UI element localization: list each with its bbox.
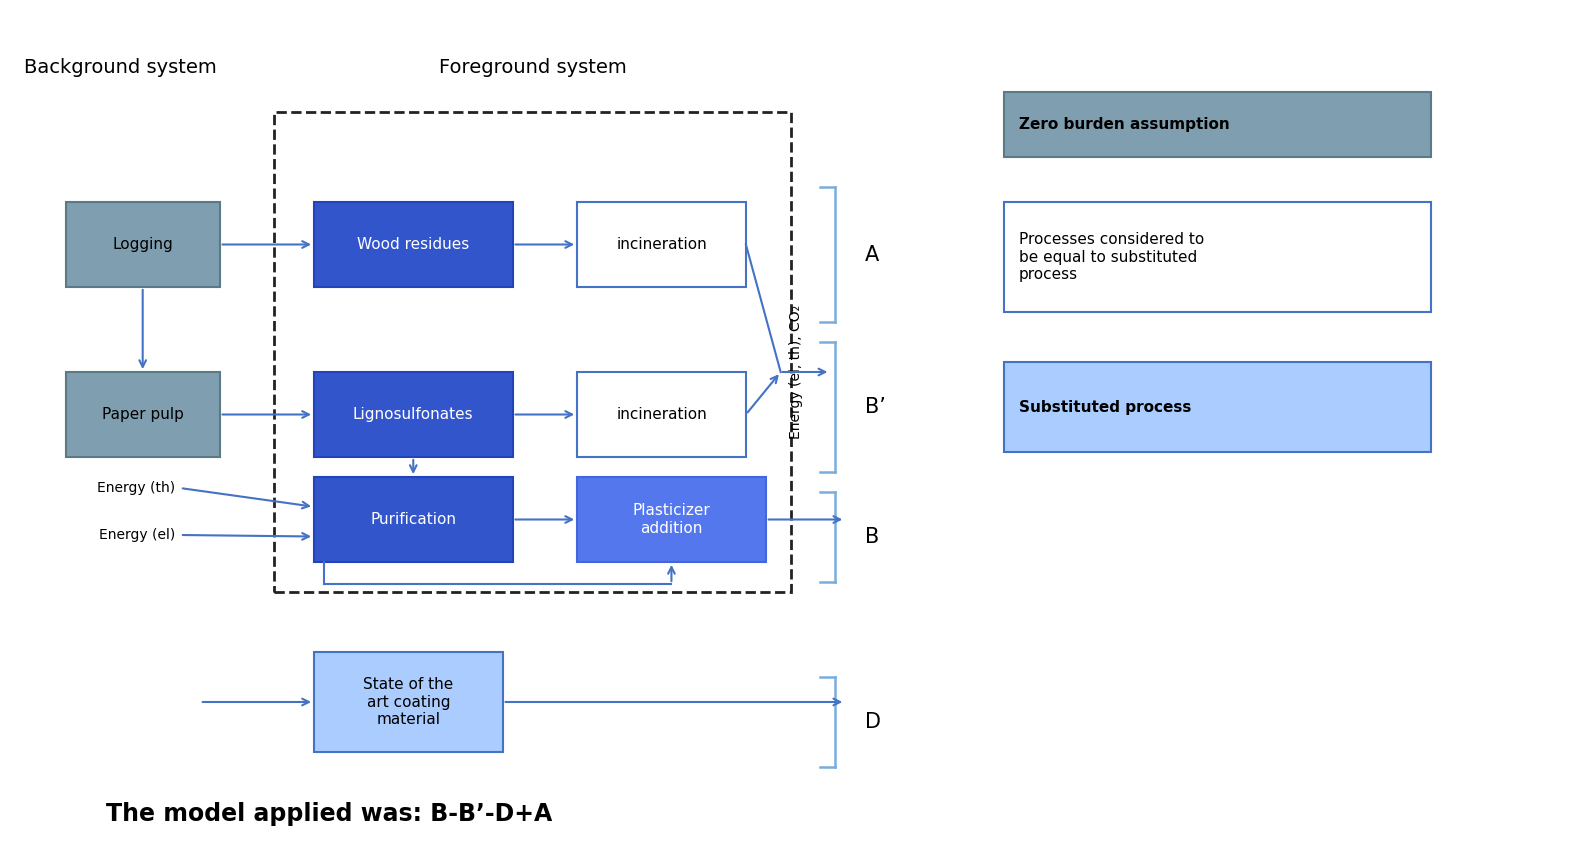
Text: D: D	[865, 712, 881, 732]
FancyBboxPatch shape	[314, 372, 512, 457]
Text: Processes considered to
be equal to substituted
process: Processes considered to be equal to subs…	[1020, 232, 1204, 282]
Text: B’: B’	[865, 397, 886, 417]
FancyBboxPatch shape	[1004, 362, 1431, 452]
Text: The model applied was: B-B’-D+A: The model applied was: B-B’-D+A	[106, 802, 552, 826]
FancyBboxPatch shape	[314, 477, 512, 562]
Text: incineration: incineration	[616, 407, 708, 422]
Text: A: A	[865, 244, 879, 264]
FancyBboxPatch shape	[577, 202, 745, 287]
Text: Foreground system: Foreground system	[438, 57, 626, 77]
Text: Purification: Purification	[370, 512, 457, 527]
FancyBboxPatch shape	[66, 372, 219, 457]
FancyBboxPatch shape	[1004, 202, 1431, 312]
Text: B: B	[865, 527, 879, 547]
Text: incineration: incineration	[616, 237, 708, 252]
Text: Zero burden assumption: Zero burden assumption	[1020, 117, 1229, 132]
FancyBboxPatch shape	[66, 202, 219, 287]
FancyBboxPatch shape	[577, 477, 766, 562]
FancyBboxPatch shape	[577, 372, 745, 457]
Text: Lignosulfonates: Lignosulfonates	[353, 407, 473, 422]
Text: Energy (th): Energy (th)	[96, 481, 175, 495]
Text: Energy (el, th), CO₂: Energy (el, th), CO₂	[788, 305, 802, 439]
FancyBboxPatch shape	[1004, 92, 1431, 157]
Text: State of the
art coating
material: State of the art coating material	[362, 677, 454, 727]
Text: Paper pulp: Paper pulp	[102, 407, 184, 422]
FancyBboxPatch shape	[314, 652, 503, 752]
Text: Wood residues: Wood residues	[358, 237, 470, 252]
Text: Logging: Logging	[112, 237, 173, 252]
Text: Substituted process: Substituted process	[1020, 399, 1191, 414]
Text: Energy (el): Energy (el)	[99, 528, 175, 542]
FancyBboxPatch shape	[314, 202, 512, 287]
Text: Plasticizer
addition: Plasticizer addition	[632, 504, 711, 536]
Text: Background system: Background system	[24, 57, 217, 77]
